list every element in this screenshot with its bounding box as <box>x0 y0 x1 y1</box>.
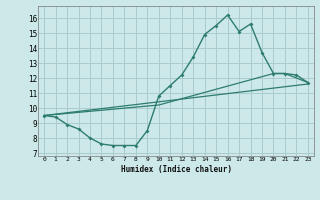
X-axis label: Humidex (Indice chaleur): Humidex (Indice chaleur) <box>121 165 231 174</box>
